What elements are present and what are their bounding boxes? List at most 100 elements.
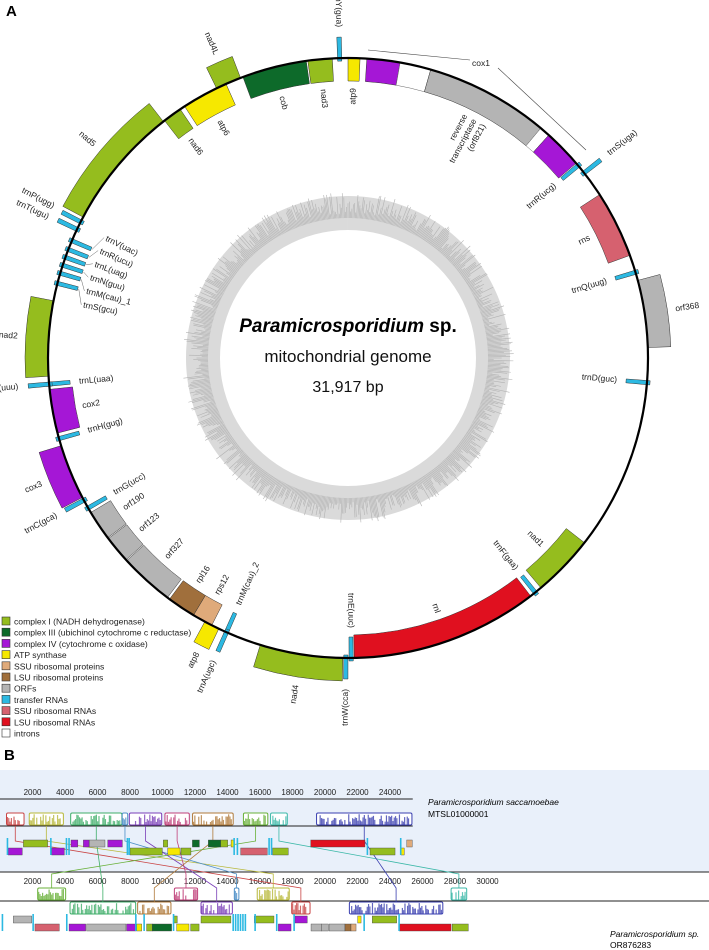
gc-spike [418,478,423,484]
top-gene-ssup [406,839,413,848]
gc-spike [258,239,264,247]
gc-spike [189,316,213,324]
gc-spike [485,383,502,387]
gc-spike [483,321,492,325]
gc-spike [197,314,214,320]
gc-spike [385,492,388,499]
gc-spike [482,395,503,402]
gc-spike [261,473,269,485]
gc-spike [263,215,278,238]
panel-a-letter: A [6,3,17,20]
gc-spike [246,248,253,256]
gc-spike [205,416,222,425]
gc-spike [412,228,416,234]
legend-label-atp: ATP synthase [14,650,67,660]
top-gene-c3 [208,839,221,848]
gc-spike [382,206,388,223]
gc-spike [248,249,254,255]
gc-spike [478,409,486,413]
gc-spike [197,304,217,312]
gc-spike [487,341,502,344]
genome-title-genus: Paramicrosporidium [239,316,424,337]
gc-spike [257,223,270,243]
gc-spike [219,266,235,277]
gc-spike [368,496,373,521]
gc-spike [191,335,210,339]
genome-circle [46,56,650,660]
gc-spike [193,305,216,314]
bottom-gene-c1 [146,923,153,932]
gc-spike [436,465,448,479]
gc-spike [300,202,308,225]
gc-spike [230,261,241,270]
gc-spike [232,457,251,476]
gc-spike [379,494,386,519]
gc-spike [485,384,497,388]
gc-spike [207,409,218,414]
top-tick-label: 8000 [121,788,139,797]
gc-spike [457,264,466,272]
gc-spike [280,222,286,233]
gc-spike [486,377,505,381]
top-gene-c3 [192,839,200,848]
gc-spike [471,289,477,293]
gc-spike [437,238,449,251]
gc-spike [295,205,303,226]
top-trna [399,838,402,855]
gc-spike [190,383,211,388]
gene-nad4L [206,56,241,89]
gc-spike [254,471,267,490]
label-trnC-gca: trnC(gca) [23,510,59,536]
gc-spike [210,428,228,440]
gc-spike [434,230,450,249]
gc-spike [381,209,386,223]
gc-spike [258,233,267,245]
gc-spike [389,215,394,225]
gc-spike [467,272,487,286]
bottom-gene-c1 [452,923,469,932]
gc-spike [432,469,442,483]
gc-spike [438,247,443,252]
label-trnS-uga: trnS(uga) [605,127,639,157]
gc-spike [202,310,215,316]
bottom-gene-orf [310,923,322,932]
gc-spike [290,487,296,500]
gc-spike [471,423,484,431]
gc-spike [446,255,451,260]
legend-swatch-orf [1,683,11,693]
gc-spike [486,380,494,383]
gc-spike [481,400,503,409]
legend-label-ssur: SSU ribosomal RNAs [14,706,96,716]
gc-spike [358,205,361,219]
top-genome-species: Paramicrosporidium saccamoebae [428,797,559,807]
gc-spike [426,233,433,243]
top-trna [126,838,129,855]
gc-spike [479,304,500,312]
label-orf327: orf327 [162,536,186,561]
gc-spike [410,224,415,233]
gc-spike [431,470,441,484]
gc-spike [314,203,320,222]
bottom-trna [237,914,239,931]
top-gene-atp [400,847,405,856]
gc-spike [226,268,236,275]
gc-spike [446,456,463,473]
gc-spike [376,214,379,222]
gc-spike [329,196,333,219]
gc-spike [414,480,420,490]
gc-spike [200,391,213,395]
gc-spike [255,225,268,244]
gc-spike [439,243,448,253]
gc-spike [372,212,374,221]
gc-spike [252,464,258,470]
gc-spike [290,488,299,509]
legend: complex I (NADH dehydrogenase)complex II… [1,617,191,739]
gc-spike [469,426,475,430]
gc-spike [318,206,322,221]
gc-spike [282,485,292,505]
gc-spike [404,485,411,499]
gc-spike [420,225,430,239]
gc-spike [443,460,449,466]
bottom-gene-ssup [350,923,357,932]
label-trnL-uaa: trnL(uaa) [79,373,114,386]
